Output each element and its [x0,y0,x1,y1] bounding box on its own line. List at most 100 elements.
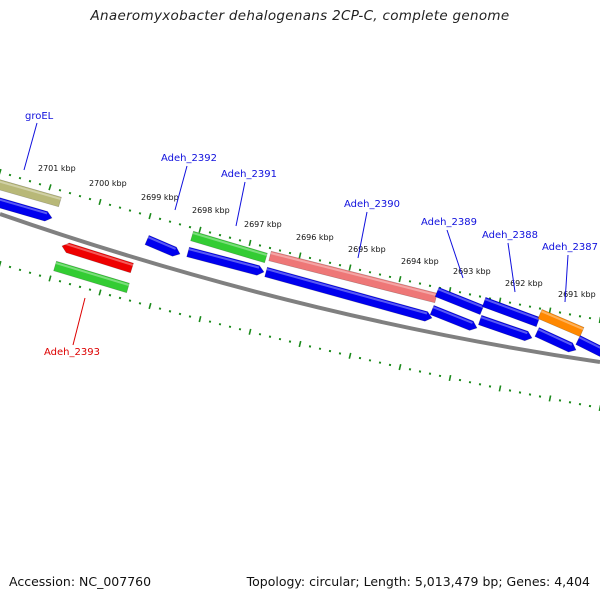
gene-highlight [480,316,528,335]
gene-arrow [429,305,478,331]
major-tick [148,212,152,220]
minor-tick [168,310,172,313]
gene-arrow [190,230,268,264]
minor-tick [68,191,72,195]
gene-label: Adeh_2387 [542,242,598,253]
major-tick [198,316,202,323]
outer-tick-ring [0,168,600,324]
gene-highlight [437,288,484,309]
major-tick [448,374,452,382]
minor-tick [38,182,42,186]
minor-tick [228,236,232,239]
minor-tick [108,293,112,297]
scale-label: 2694 kbp [401,257,439,266]
gene-label: Adeh_2388 [482,230,538,241]
scale-label: 2695 kbp [348,245,386,254]
gene-arrow [478,314,533,342]
minor-tick [128,209,132,212]
minor-tick [58,188,62,192]
callout-line [357,211,368,259]
minor-tick [188,315,192,318]
gene-arrow [0,179,62,208]
gene-highlight [0,198,48,215]
gene-features [0,179,600,357]
map-title: Anaeromyxobacter dehalogenans 2CP-C, com… [90,8,510,24]
major-tick [348,352,352,359]
scale-label: 2696 kbp [296,233,334,242]
gene-arrow [268,250,438,304]
accession-text: Accession: NC_007760 [9,574,152,589]
gene-highlight [537,328,573,346]
gene-arrow [186,246,265,276]
scale-label: 2701 kbp [38,164,76,173]
minor-tick [18,176,22,180]
minor-tick [158,307,162,310]
minor-tick [118,296,122,300]
minor-tick [238,239,242,242]
minor-tick [28,179,32,183]
gene-highlight [432,306,473,324]
major-tick [298,340,302,348]
gene-arrow [53,260,130,294]
scale-label: 2693 kbp [453,267,491,276]
major-tick [98,289,102,296]
gene-highlight [188,248,260,269]
scale-labels: 2701 kbp 2700 kbp 2699 kbp 2698 kbp 2697 kbp… [38,164,596,299]
gene-label: Adeh_2393 [44,347,100,358]
gene-arrow [434,287,485,315]
gene-label: Adeh_2390 [344,199,400,210]
major-tick [298,252,302,259]
scale-label: 2697 kbp [244,220,282,229]
gene-label: Adeh_2392 [161,153,217,164]
gene-highlight [270,252,437,297]
minor-tick [18,268,22,272]
gene-highlight [540,310,584,331]
minor-tick [38,274,42,277]
gene-label: groEL [25,111,54,122]
gene-highlight [147,236,176,250]
minor-tick [138,212,142,215]
inner-tick-ring [0,260,600,412]
major-tick [48,275,52,282]
minor-tick [88,288,92,291]
gene-label: Adeh_2389 [421,217,477,228]
gene-arrow [61,242,134,274]
major-tick [398,364,402,371]
gene-label: Adeh_2391 [221,169,277,180]
minor-tick [78,194,82,198]
callout-line [235,181,246,227]
gene-highlight [0,180,62,201]
gene-highlight [62,242,134,267]
gene-arrow [481,296,541,328]
callout-line [446,229,464,279]
scale-label: 2691 kbp [558,290,596,299]
major-tick [248,239,252,246]
major-tick [248,328,252,335]
minor-tick [108,203,112,207]
gene-highlight [266,268,428,315]
minor-tick [8,265,12,269]
gene-arrow [0,197,53,222]
minor-tick [88,197,92,201]
genome-backbone [0,212,600,364]
major-tick [48,184,52,191]
minor-tick [178,223,182,226]
minor-tick [168,220,172,223]
major-tick [398,276,402,283]
gene-arrow [575,335,600,357]
callout-line [174,165,188,211]
major-tick [548,307,552,314]
major-tick [548,395,552,402]
gene-highlight [578,336,600,349]
scale-label: 2698 kbp [192,206,230,215]
minor-tick [8,173,12,177]
minor-tick [188,225,192,229]
gene-arrow [264,266,433,322]
minor-tick [218,233,222,237]
gene-highlight [484,298,540,321]
gene-callouts: groEL Adeh_2392 Adeh_2391 Adeh_2390 Adeh_238… [23,111,598,358]
minor-tick [68,282,72,286]
major-tick [348,264,352,271]
callout-line [72,297,86,346]
